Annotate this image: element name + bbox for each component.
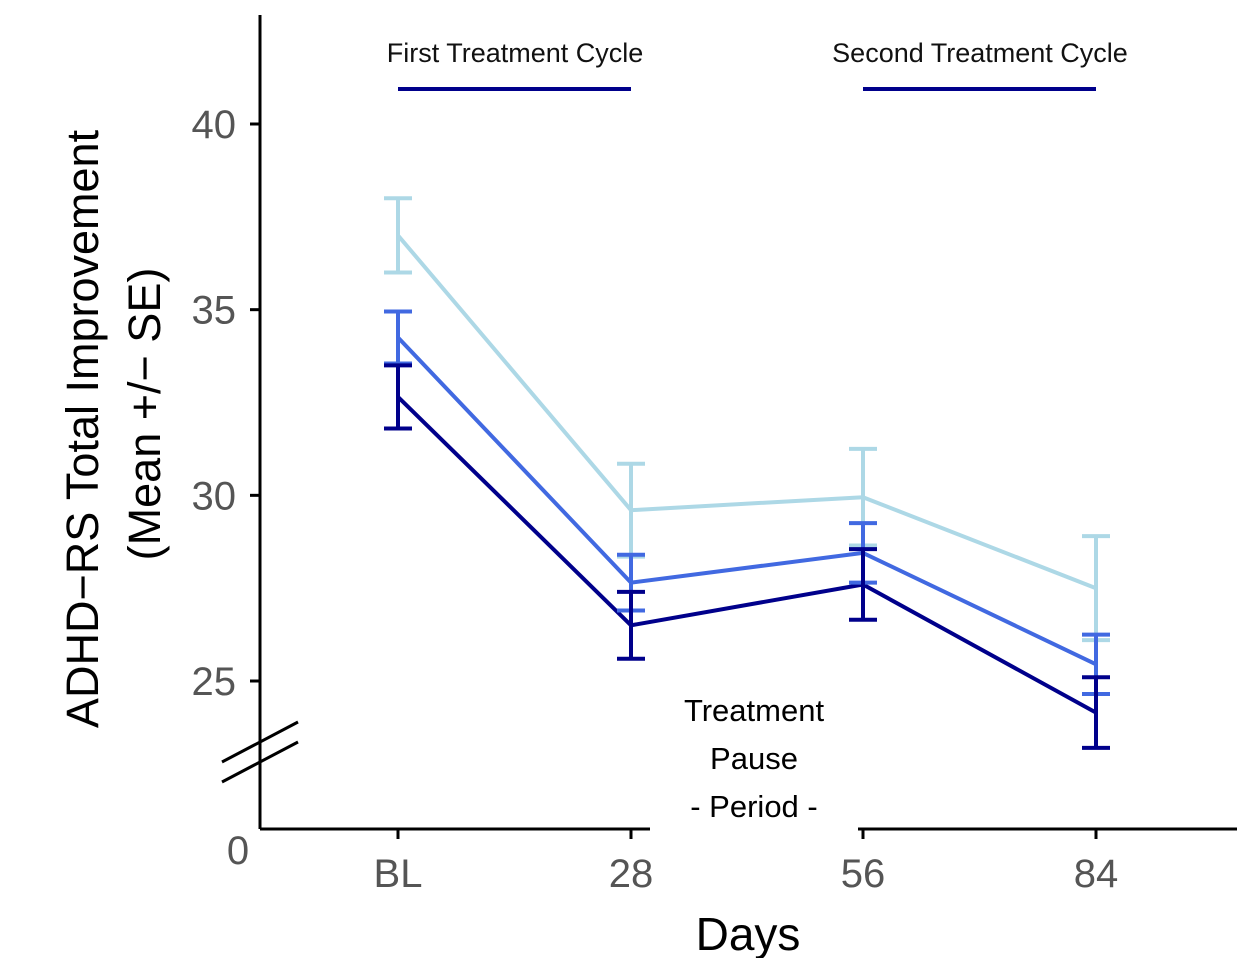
- error-bar: [1082, 534, 1110, 643]
- error-bar: [849, 547, 877, 622]
- x-tick-label: 84: [1074, 852, 1119, 896]
- axis-break-mark: [221, 740, 299, 784]
- error-bar: [384, 363, 412, 431]
- y-tick-label: 30: [192, 474, 237, 518]
- error-bar: [1082, 675, 1110, 750]
- error-bar: [617, 589, 645, 661]
- error-bars-group: [384, 196, 1110, 750]
- x-axis-title: Days: [696, 908, 801, 958]
- y-tick-label: 40: [192, 103, 237, 147]
- x-tick-label: BL: [374, 852, 423, 896]
- series-line: [396, 395, 1097, 715]
- error-bar: [384, 309, 412, 366]
- pause-label-line-1: Treatment: [684, 693, 825, 728]
- x-tick-label: 28: [609, 852, 654, 896]
- axis-break-mark: [221, 720, 299, 764]
- pause-label-line-3: - Period -: [690, 789, 817, 824]
- pause-label-line-2: Pause: [710, 741, 798, 776]
- error-bar: [384, 196, 412, 275]
- series-line: [396, 234, 1097, 591]
- series-line: [396, 336, 1097, 667]
- second-cycle-label: Second Treatment Cycle: [832, 38, 1128, 68]
- y-tick-label: 35: [192, 289, 237, 333]
- y-tick-label: 25: [192, 660, 237, 704]
- y-axis-title-line-1: ADHD−RS Total Improvement: [57, 129, 108, 728]
- x-tick-label: 56: [841, 852, 886, 896]
- y-tick-label-zero: 0: [227, 829, 249, 873]
- first-cycle-label: First Treatment Cycle: [387, 38, 644, 68]
- y-axis-title-line-2: (Mean +/− SE): [119, 268, 170, 561]
